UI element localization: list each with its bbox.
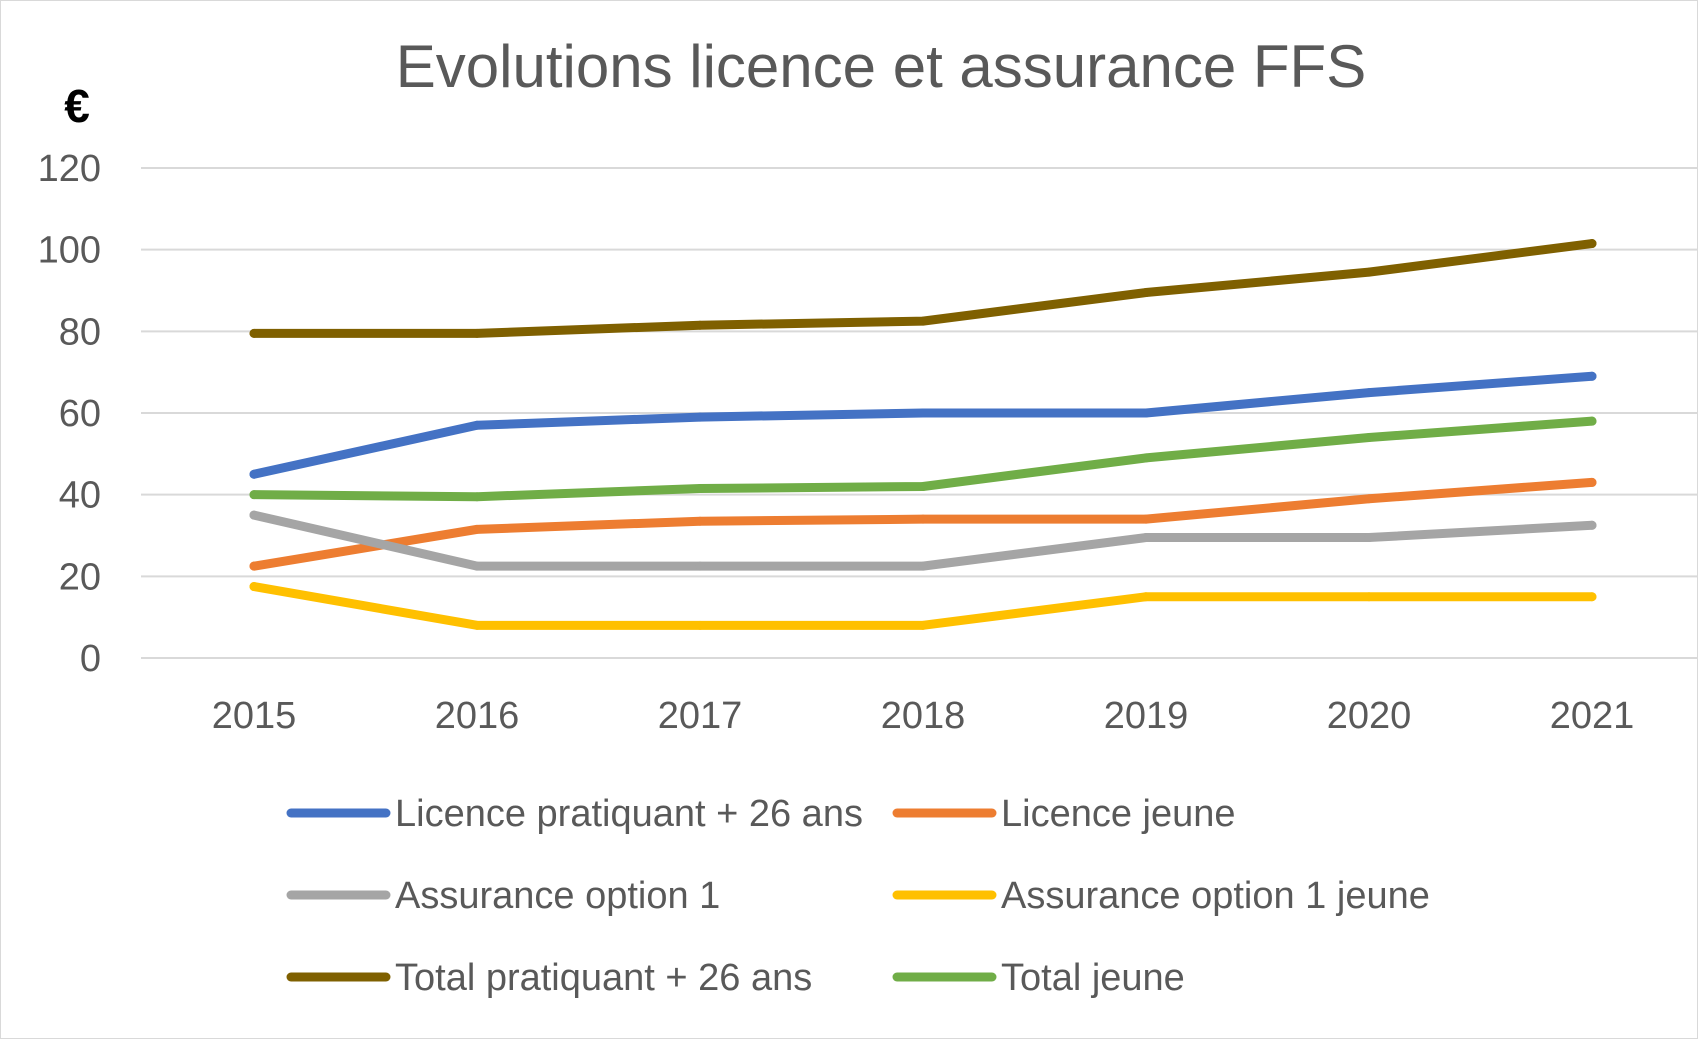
data-point xyxy=(1587,592,1597,602)
series-lines xyxy=(249,239,1597,630)
series-5 xyxy=(249,416,1597,502)
series-3 xyxy=(249,582,1597,630)
data-point xyxy=(249,582,259,592)
data-point xyxy=(1587,416,1597,426)
data-point xyxy=(1364,388,1374,398)
x-tick-label: 2015 xyxy=(212,695,297,737)
legend-label: Assurance option 1 jeune xyxy=(1001,875,1430,917)
x-tick-label: 2017 xyxy=(658,695,743,737)
legend: Licence pratiquant + 26 ans Licence jeune… xyxy=(286,793,1430,999)
series-2 xyxy=(249,510,1597,571)
data-point xyxy=(472,620,482,630)
data-point xyxy=(918,561,928,571)
legend-item: Assurance option 1 xyxy=(286,875,720,917)
y-tick-label: 120 xyxy=(38,148,101,190)
data-point xyxy=(1364,433,1374,442)
data-point xyxy=(918,514,928,524)
data-point xyxy=(695,516,705,526)
legend-label: Total pratiquant + 26 ans xyxy=(395,957,812,999)
legend-item: Total jeune xyxy=(892,957,1185,999)
data-point xyxy=(472,561,482,571)
legend-label: Licence jeune xyxy=(1001,793,1236,835)
series-line xyxy=(249,582,1597,630)
data-point xyxy=(1364,267,1374,277)
data-point xyxy=(695,561,705,571)
data-point xyxy=(1364,494,1374,504)
data-point xyxy=(1141,453,1151,463)
series-1 xyxy=(249,477,1597,571)
y-tick-label: 80 xyxy=(59,311,101,353)
x-tick-label: 2019 xyxy=(1104,695,1189,737)
data-point xyxy=(1141,533,1151,543)
data-point xyxy=(918,316,928,326)
series-line xyxy=(249,371,1597,479)
data-point xyxy=(695,320,705,330)
y-unit-label: € xyxy=(64,80,90,132)
data-point xyxy=(249,510,259,520)
data-point xyxy=(918,408,928,418)
x-tick-label: 2021 xyxy=(1550,695,1635,737)
data-point xyxy=(695,620,705,630)
data-point xyxy=(695,484,705,494)
data-point xyxy=(918,620,928,630)
y-tick-label: 0 xyxy=(80,638,101,680)
x-tick-label: 2016 xyxy=(435,695,520,737)
data-point xyxy=(1141,514,1151,524)
legend-item: Assurance option 1 jeune xyxy=(892,875,1430,917)
data-point xyxy=(472,420,482,430)
data-point xyxy=(1587,477,1597,487)
data-point xyxy=(472,524,482,534)
y-tick-label: 40 xyxy=(59,475,101,517)
x-tick-label: 2020 xyxy=(1327,695,1412,737)
legend-item: Total pratiquant + 26 ans xyxy=(286,957,812,999)
data-point xyxy=(1364,592,1374,602)
series-0 xyxy=(249,371,1597,479)
y-tick-label: 20 xyxy=(59,556,101,598)
data-point xyxy=(1587,239,1597,249)
legend-label: Licence pratiquant + 26 ans xyxy=(395,793,863,835)
data-point xyxy=(249,469,259,479)
data-point xyxy=(1587,520,1597,530)
data-point xyxy=(918,482,928,491)
data-point xyxy=(1141,288,1151,298)
data-point xyxy=(1587,371,1597,381)
legend-item: Licence pratiquant + 26 ans xyxy=(286,793,863,835)
data-point xyxy=(1141,592,1151,602)
x-axis-ticks: 2015 2016 2017 2018 2019 2020 2021 xyxy=(212,695,1635,737)
legend-label: Total jeune xyxy=(1001,957,1185,999)
y-tick-label: 60 xyxy=(59,393,101,435)
chart-title: Evolutions licence et assurance FFS xyxy=(396,33,1366,100)
data-point xyxy=(695,412,705,422)
data-point xyxy=(472,492,482,502)
y-axis-ticks: 0 20 40 60 80 100 120 xyxy=(38,148,101,680)
data-point xyxy=(249,561,259,571)
data-point xyxy=(249,328,259,338)
legend-item: Licence jeune xyxy=(892,793,1236,835)
data-point xyxy=(1364,533,1374,543)
data-point xyxy=(472,328,482,338)
data-point xyxy=(1141,408,1151,418)
y-tick-label: 100 xyxy=(38,230,101,272)
x-tick-label: 2018 xyxy=(881,695,966,737)
legend-label: Assurance option 1 xyxy=(395,875,720,917)
series-4 xyxy=(249,239,1597,338)
data-point xyxy=(249,490,259,500)
